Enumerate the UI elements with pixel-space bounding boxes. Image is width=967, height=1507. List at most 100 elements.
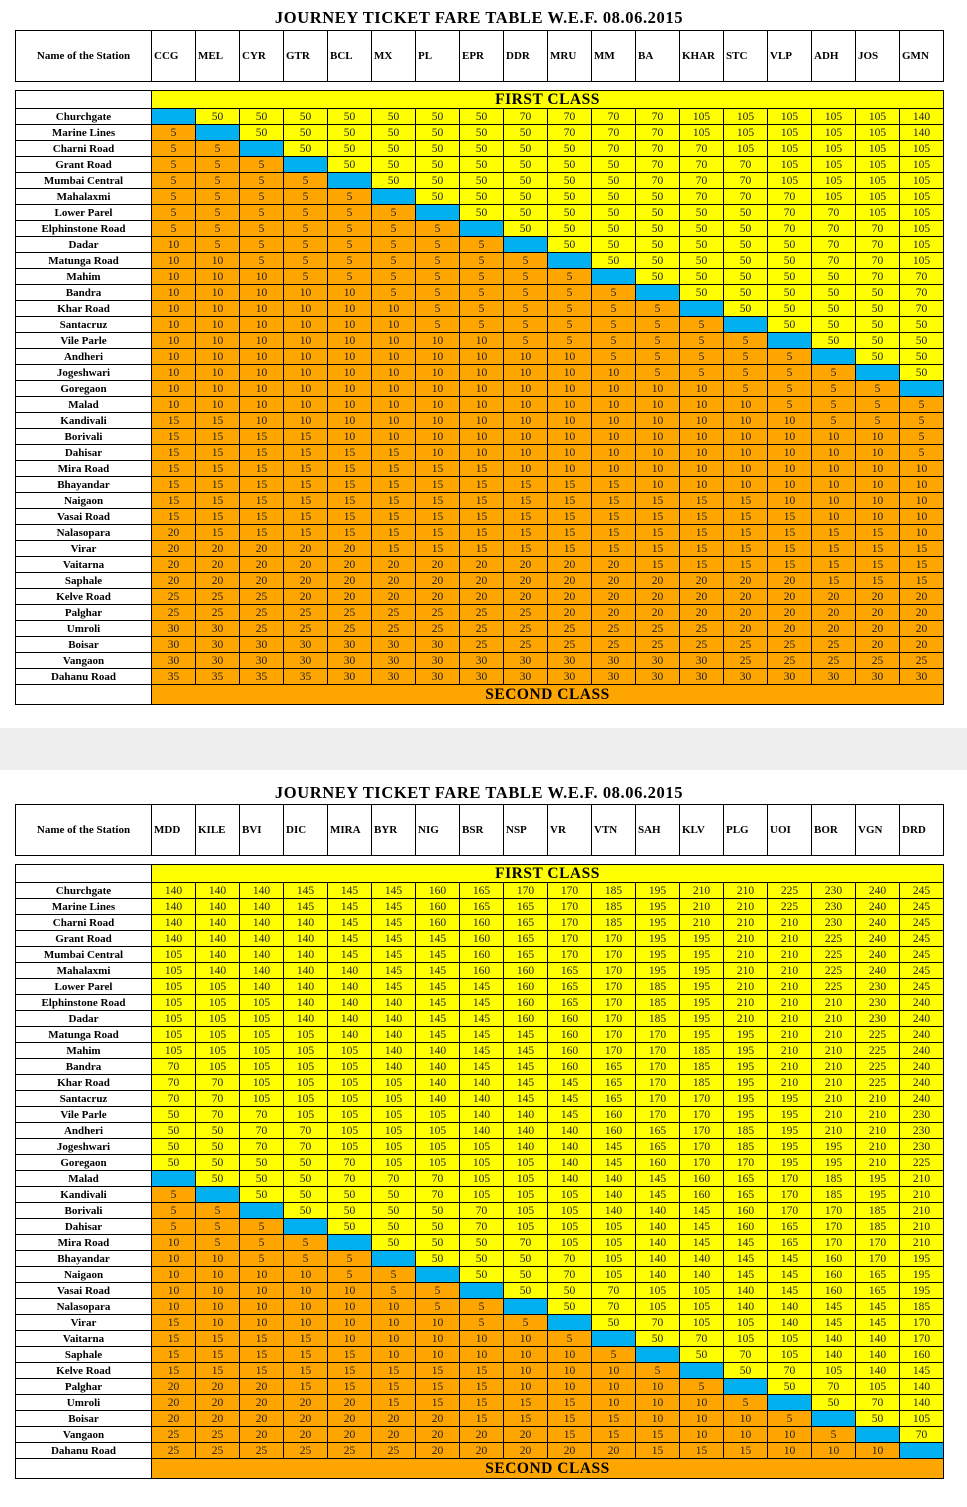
first-class-fare: 50 bbox=[723, 220, 768, 237]
station-name: Lower Parel bbox=[15, 204, 152, 221]
first-class-fare: 70 bbox=[547, 1266, 592, 1283]
second-class-fare: 10 bbox=[151, 348, 196, 365]
table-row: Bhayandar 10 10 5 5 5 50 50 50 70 105 140 140 145 145 1… bbox=[15, 1250, 944, 1267]
same-station-cell bbox=[327, 1234, 372, 1251]
second-class-fare: 25 bbox=[459, 620, 504, 637]
second-class-fare: 10 bbox=[503, 364, 548, 381]
first-class-fare: 70 bbox=[283, 1122, 328, 1139]
station-header: Name of the Station bbox=[15, 30, 152, 82]
first-class-fare: 105 bbox=[767, 140, 812, 157]
first-class-fare: 50 bbox=[283, 124, 328, 141]
second-class-fare: 15 bbox=[635, 492, 680, 509]
second-class-fare: 30 bbox=[547, 652, 592, 669]
second-class-fare: 5 bbox=[899, 396, 944, 413]
first-class-fare: 185 bbox=[899, 1298, 944, 1315]
first-class-fare: 245 bbox=[899, 978, 944, 995]
second-class-fare: 5 bbox=[459, 284, 504, 301]
first-class-fare: 105 bbox=[195, 994, 240, 1011]
first-class-fare: 225 bbox=[767, 882, 812, 899]
second-class-fare: 5 bbox=[767, 380, 812, 397]
first-class-fare: 210 bbox=[723, 962, 768, 979]
first-class-fare: 105 bbox=[811, 172, 856, 189]
first-class-row: FIRST CLASS bbox=[15, 864, 944, 883]
second-class-fare: 15 bbox=[327, 524, 372, 541]
first-class-fare: 210 bbox=[767, 1010, 812, 1027]
first-class-fare: 50 bbox=[591, 220, 636, 237]
first-class-fare: 105 bbox=[415, 1122, 460, 1139]
second-class-fare: 10 bbox=[371, 300, 416, 317]
table-row: Marine Lines 140 140 140 145 145 145 160 165 165 1… bbox=[15, 898, 944, 915]
first-class-fare: 170 bbox=[679, 1154, 724, 1171]
first-class-fare: 105 bbox=[547, 1186, 592, 1203]
second-class-fare: 10 bbox=[811, 476, 856, 493]
second-class-fare: 10 bbox=[811, 460, 856, 477]
first-class-fare: 230 bbox=[899, 1122, 944, 1139]
first-class-fare: 210 bbox=[811, 1042, 856, 1059]
first-class-fare: 185 bbox=[723, 1138, 768, 1155]
second-class-fare: 15 bbox=[239, 428, 284, 445]
second-class-fare: 5 bbox=[327, 268, 372, 285]
second-class-fare: 25 bbox=[547, 636, 592, 653]
first-class-fare: 210 bbox=[767, 994, 812, 1011]
first-class-fare: 145 bbox=[503, 1026, 548, 1043]
station-name: Jogeshwari bbox=[15, 364, 152, 381]
second-class-fare: 5 bbox=[547, 332, 592, 349]
second-class-fare: 5 bbox=[723, 1394, 768, 1411]
second-class-fare: 30 bbox=[679, 668, 724, 685]
first-class-fare: 70 bbox=[415, 1170, 460, 1187]
first-class-fare: 195 bbox=[723, 1042, 768, 1059]
second-class-fare: 5 bbox=[415, 316, 460, 333]
second-class-fare: 10 bbox=[547, 380, 592, 397]
first-class-fare: 50 bbox=[195, 1138, 240, 1155]
second-class-fare: 10 bbox=[547, 348, 592, 365]
second-class-fare: 10 bbox=[195, 332, 240, 349]
first-class-fare: 170 bbox=[635, 1042, 680, 1059]
second-class-fare: 20 bbox=[415, 588, 460, 605]
second-class-fare: 5 bbox=[899, 412, 944, 429]
first-class-fare: 50 bbox=[459, 1234, 504, 1251]
second-class-fare: 20 bbox=[195, 1410, 240, 1427]
first-class-fare: 160 bbox=[459, 962, 504, 979]
first-class-fare: 195 bbox=[635, 962, 680, 979]
second-class-fare: 5 bbox=[327, 252, 372, 269]
first-class-fare: 140 bbox=[239, 882, 284, 899]
second-class-fare: 15 bbox=[855, 572, 900, 589]
first-class-fare: 210 bbox=[855, 1122, 900, 1139]
second-class-fare: 15 bbox=[503, 508, 548, 525]
first-class-fare: 50 bbox=[239, 108, 284, 125]
second-class-fare: 25 bbox=[679, 636, 724, 653]
first-class-fare: 105 bbox=[547, 1234, 592, 1251]
second-class-fare: 10 bbox=[723, 444, 768, 461]
second-class-fare: 15 bbox=[195, 524, 240, 541]
table-row: Andheri 10 10 10 10 10 10 10 10 10 10 5 5 5 5 5 50 50 bbox=[15, 348, 944, 365]
second-class-fare: 5 bbox=[327, 1250, 372, 1267]
first-class-fare: 105 bbox=[899, 156, 944, 173]
table-row: Matunga Road 10 10 5 5 5 5 5 5 5 50 50 50 50 50 70 70 105 bbox=[15, 252, 944, 269]
second-class-fare: 20 bbox=[635, 572, 680, 589]
table-row: Goregaon 10 10 10 10 10 10 10 10 10 10 10 10 10 5 5 5 5 bbox=[15, 380, 944, 397]
first-class-fare: 195 bbox=[679, 978, 724, 995]
second-class-fare: 25 bbox=[635, 620, 680, 637]
second-class-fare: 20 bbox=[811, 588, 856, 605]
first-class-fare: 170 bbox=[591, 1042, 636, 1059]
second-class-fare: 10 bbox=[547, 460, 592, 477]
first-class-fare: 140 bbox=[811, 1330, 856, 1347]
first-class-fare: 105 bbox=[679, 1298, 724, 1315]
station-name: Vile Parle bbox=[15, 1106, 152, 1123]
table-row: Vaitarna 15 15 15 15 10 10 10 10 10 5 50 70 105 105 140… bbox=[15, 1330, 944, 1347]
second-class-fare: 15 bbox=[811, 524, 856, 541]
second-class-fare: 5 bbox=[503, 316, 548, 333]
first-class-fare: 50 bbox=[855, 316, 900, 333]
fare-table: Name of the Station MDD KILE BVI DIC MIRA BYR N… bbox=[15, 804, 944, 1479]
second-class-fare: 10 bbox=[283, 316, 328, 333]
second-class-fare: 10 bbox=[591, 396, 636, 413]
first-class-fare: 50 bbox=[283, 108, 328, 125]
second-class-fare: 25 bbox=[327, 604, 372, 621]
second-class-fare: 5 bbox=[415, 284, 460, 301]
first-class-fare: 140 bbox=[239, 914, 284, 931]
first-class-fare: 195 bbox=[635, 882, 680, 899]
first-class-fare: 70 bbox=[327, 1154, 372, 1171]
first-class-fare: 50 bbox=[327, 108, 372, 125]
first-class-fare: 195 bbox=[767, 1154, 812, 1171]
first-class-fare: 140 bbox=[195, 946, 240, 963]
